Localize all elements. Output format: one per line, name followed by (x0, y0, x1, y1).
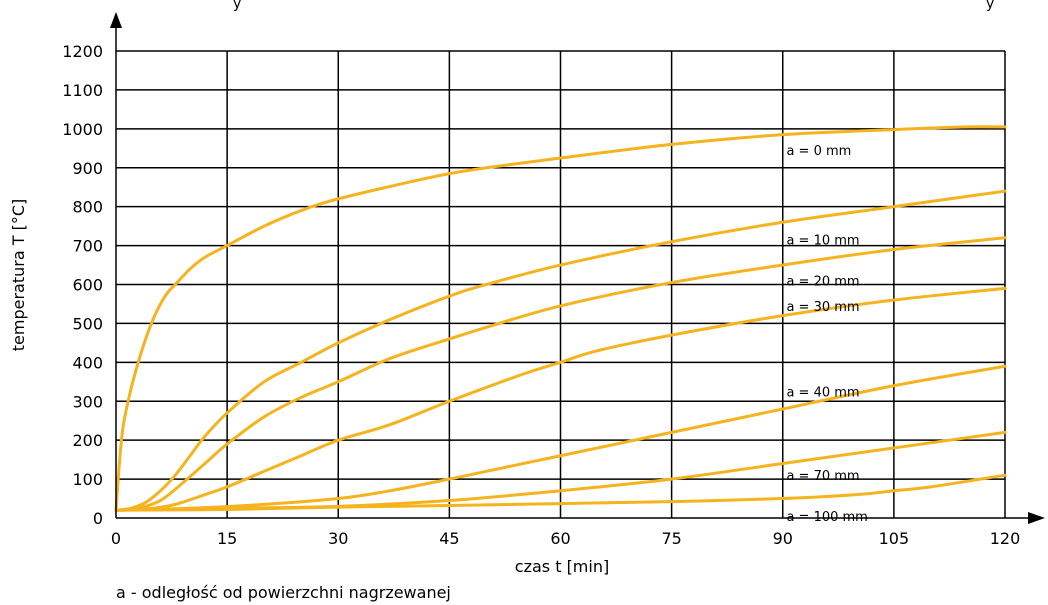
y-axis-title: temperatura T [°C] (9, 199, 28, 351)
y-tick-label-100: 100 (72, 470, 103, 489)
y-tick-label-200: 200 (72, 431, 103, 450)
y-tick-label-700: 700 (72, 237, 103, 256)
curve-labels: a = 0 mm a = 10 mm a = 20 mm a = 30 mm a = 4… (786, 144, 867, 525)
tick-labels: 0100200300400500600700800900100011001200… (62, 42, 1020, 548)
x-tick-label-15: 15 (217, 529, 237, 548)
y-tick-label-300: 300 (72, 392, 103, 411)
x-tick-label-90: 90 (773, 529, 793, 548)
y-tick-label-900: 900 (72, 159, 103, 178)
x-tick-label-0: 0 (111, 529, 121, 548)
x-tick-label-105: 105 (879, 529, 910, 548)
footnote: a - odległość od powierzchni nagrzewanej (116, 583, 451, 602)
curve-label-5: a = 40 mm (786, 386, 859, 401)
x-axis-arrow-icon (1028, 512, 1045, 524)
top-text-right: y (986, 0, 994, 12)
curve-label-6: a = 70 mm (786, 469, 859, 484)
curve-label-2: a = 10 mm (786, 234, 859, 249)
y-tick-label-400: 400 (72, 353, 103, 372)
y-tick-label-1200: 1200 (62, 42, 103, 61)
curve-label-1: a = 0 mm (786, 144, 851, 159)
x-tick-label-60: 60 (550, 529, 570, 548)
y-axis-arrow-icon (110, 12, 122, 28)
x-tick-label-120: 120 (990, 529, 1021, 548)
top-text-left: y (233, 0, 241, 12)
y-tick-label-800: 800 (72, 198, 103, 217)
y-tick-label-600: 600 (72, 276, 103, 295)
curve-label-7: a = 100 mm (786, 510, 867, 525)
y-tick-label-500: 500 (72, 314, 103, 333)
curve-label-3: a = 20 mm (786, 275, 859, 290)
grid (116, 51, 1005, 518)
y-tick-label-1100: 1100 (62, 81, 103, 100)
x-axis-title: czas t [min] (515, 557, 609, 576)
curve-label-4: a = 30 mm (786, 300, 859, 315)
x-tick-label-45: 45 (439, 529, 459, 548)
y-tick-label-0: 0 (93, 509, 103, 528)
x-tick-label-30: 30 (328, 529, 348, 548)
y-tick-label-1000: 1000 (62, 120, 103, 139)
x-tick-label-75: 75 (661, 529, 681, 548)
